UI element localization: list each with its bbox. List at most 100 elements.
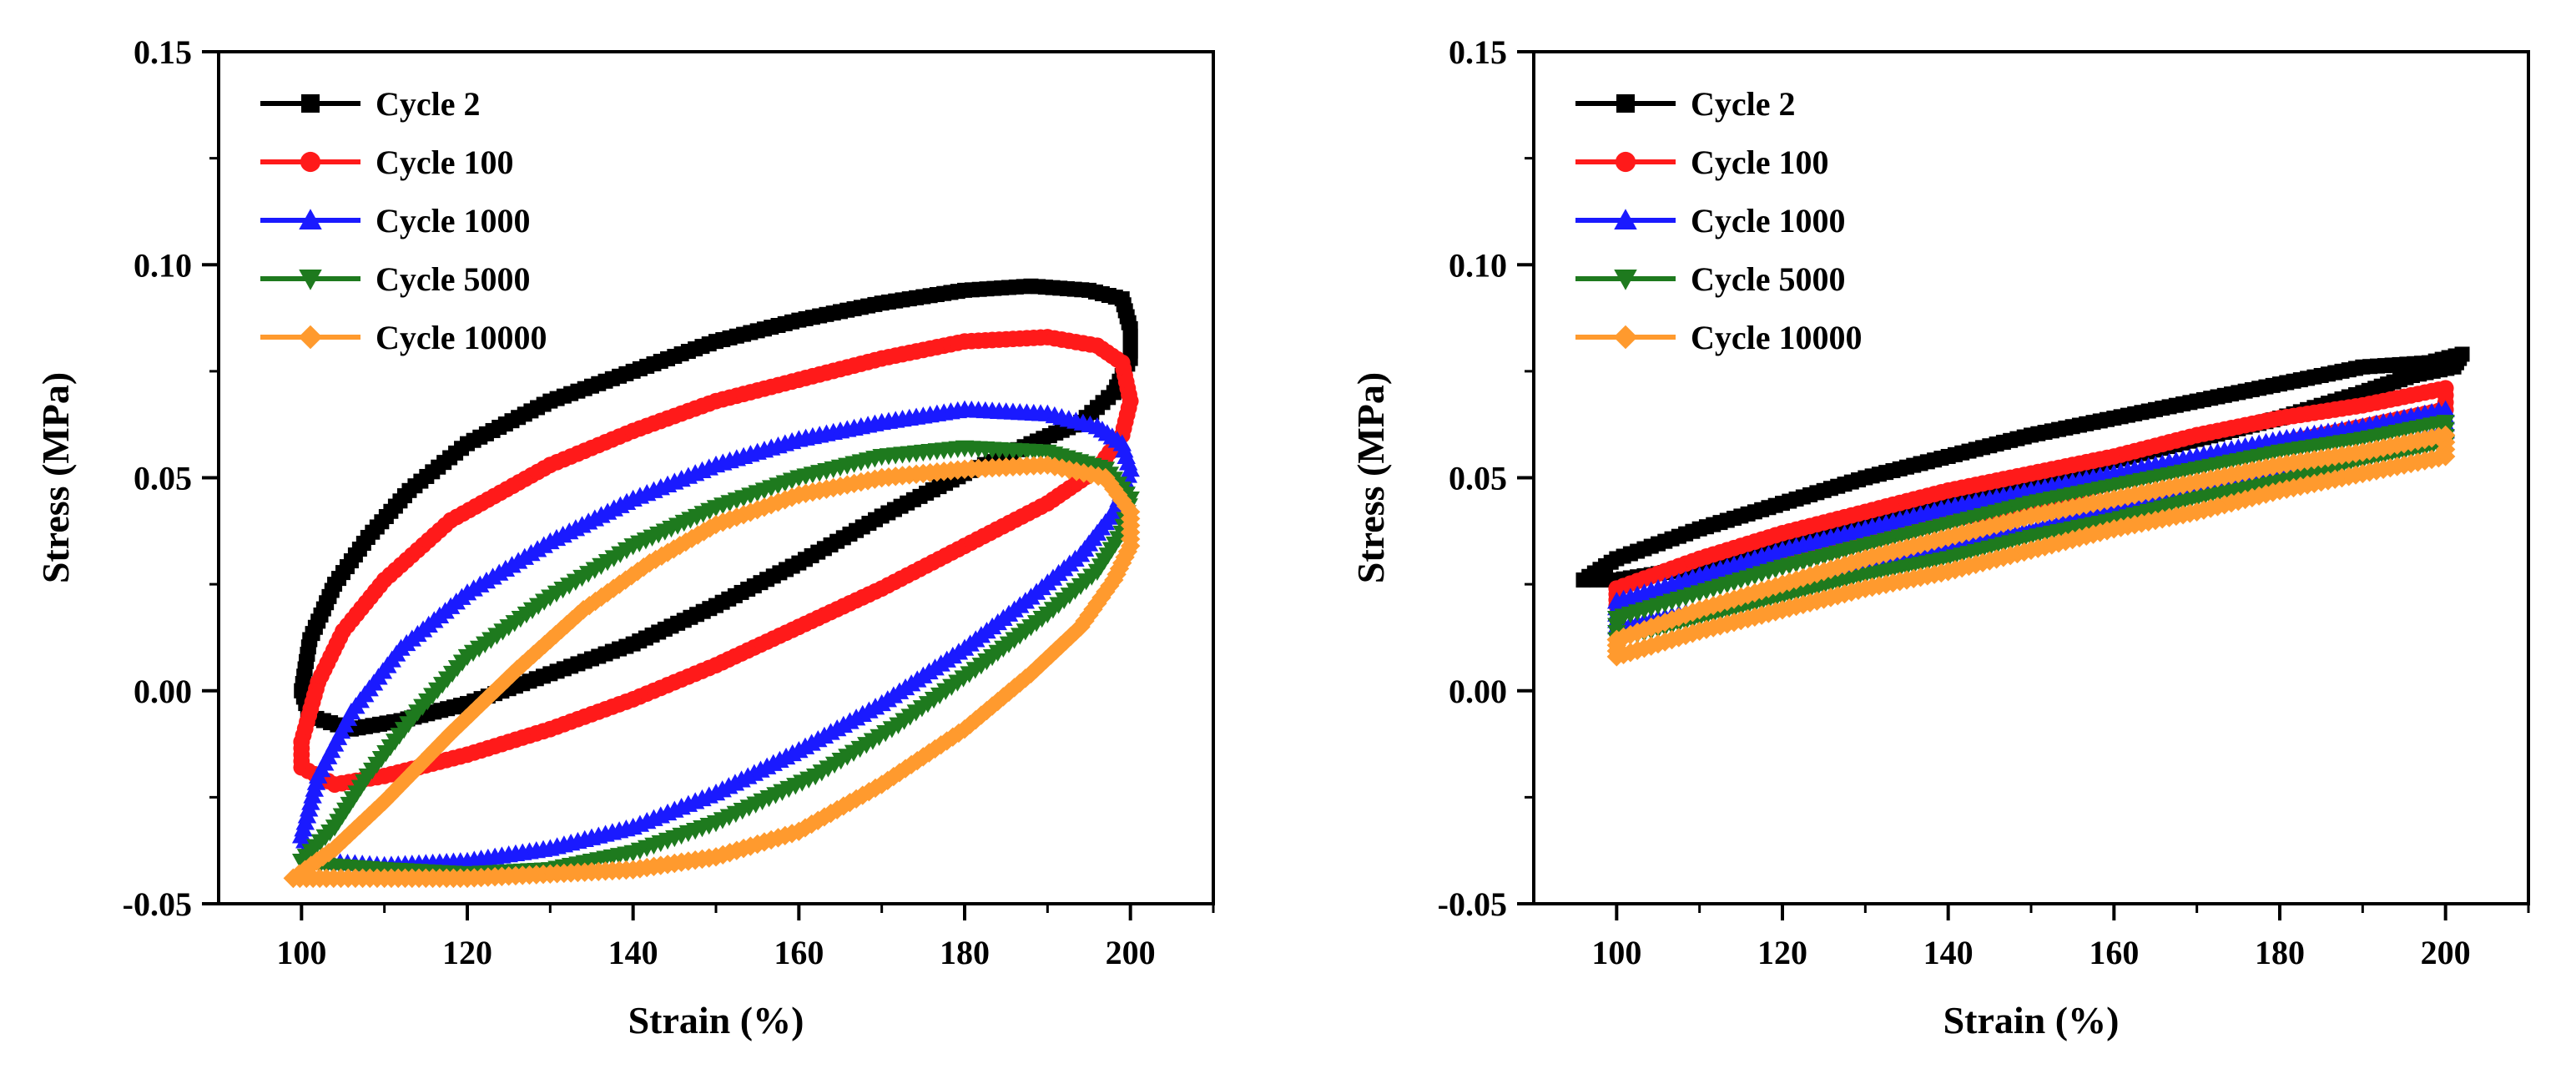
x-tick-label: 160 xyxy=(2089,934,2139,971)
data-point xyxy=(1608,580,1626,598)
legend-label: Cycle 2 xyxy=(376,85,481,123)
legend: Cycle 2 Cycle 100 Cycle 1000 Cycle 5000 Cycl… xyxy=(260,85,547,356)
data-point xyxy=(955,719,975,739)
data-point xyxy=(1079,605,1099,625)
data-point xyxy=(400,765,420,785)
data-point xyxy=(395,770,415,791)
data-point xyxy=(949,723,969,744)
data-point xyxy=(486,679,507,699)
legend-marker xyxy=(1614,270,1637,290)
data-point xyxy=(471,693,492,714)
legend-marker xyxy=(298,325,323,350)
x-tick-label: 180 xyxy=(2255,934,2305,971)
legend-item: Cycle 2 xyxy=(1575,85,1796,123)
legend-item: Cycle 1000 xyxy=(260,202,531,240)
data-point xyxy=(895,759,915,779)
legend-label: Cycle 2 xyxy=(1691,85,1796,123)
data-point xyxy=(834,796,854,816)
legend-marker xyxy=(301,94,320,113)
data-point xyxy=(976,700,997,721)
y-tick-label: -0.05 xyxy=(123,885,192,923)
series-cycle-10000 xyxy=(1606,425,2456,667)
data-point xyxy=(971,705,991,725)
data-point xyxy=(535,634,555,655)
y-tick-label: 0.10 xyxy=(1449,246,1507,284)
data-point xyxy=(415,749,436,769)
y-tick-label: 0.15 xyxy=(1449,33,1507,71)
x-tick-label: 180 xyxy=(940,934,990,971)
legend-label: Cycle 5000 xyxy=(376,260,531,298)
data-point xyxy=(1104,479,1124,499)
legend-marker xyxy=(299,270,322,290)
data-point xyxy=(801,814,822,835)
data-point xyxy=(859,781,880,802)
data-point xyxy=(319,843,339,863)
x-tick-label: 140 xyxy=(608,934,658,971)
legend-item: Cycle 5000 xyxy=(1575,260,1846,298)
data-point xyxy=(901,754,921,775)
y-tick-label: 0.00 xyxy=(1449,673,1507,710)
data-point xyxy=(529,639,549,660)
x-axis-title: Strain (%) xyxy=(1943,999,2120,1041)
data-point xyxy=(890,763,910,783)
data-point xyxy=(497,669,517,689)
series-cycle-10000 xyxy=(283,455,1141,889)
data-point xyxy=(846,789,866,809)
legend-label: Cycle 100 xyxy=(1691,144,1829,181)
legend-item: Cycle 2 xyxy=(260,85,481,123)
data-point xyxy=(1117,496,1137,517)
data-point xyxy=(426,739,446,759)
data-point xyxy=(507,659,527,679)
data-point xyxy=(410,754,431,775)
x-axis-title: Strain (%) xyxy=(628,999,804,1041)
x-tick-label: 160 xyxy=(774,934,824,971)
legend-item: Cycle 100 xyxy=(1575,144,1829,181)
data-point xyxy=(1096,582,1116,602)
data-point xyxy=(982,696,1002,716)
data-point xyxy=(827,799,847,819)
data-point xyxy=(492,674,512,694)
y-axis-title: Stress (MPa) xyxy=(1349,372,1392,583)
data-point xyxy=(446,719,466,739)
data-point xyxy=(988,691,1008,712)
legend-marker xyxy=(1616,94,1635,113)
data-point xyxy=(441,724,461,744)
data-point xyxy=(925,739,945,759)
data-point xyxy=(562,609,582,630)
legend-marker xyxy=(1613,325,1638,350)
data-point xyxy=(1606,629,1627,650)
data-point xyxy=(1112,491,1132,511)
data-point xyxy=(1021,663,1041,684)
data-point xyxy=(884,766,904,787)
data-point xyxy=(294,683,310,698)
data-point xyxy=(283,868,304,889)
legend-marker xyxy=(300,151,321,173)
y-axis-title: Stress (MPa) xyxy=(34,372,77,583)
y-tick-label: 0.05 xyxy=(1449,460,1507,497)
data-point xyxy=(292,853,311,871)
y-tick-label: 0.00 xyxy=(134,673,192,710)
legend-marker xyxy=(299,209,322,229)
series-cycle-5000 xyxy=(292,440,1140,884)
data-point xyxy=(431,734,451,754)
data-point xyxy=(993,687,1014,707)
data-point xyxy=(878,770,898,791)
y-tick-label: 0.15 xyxy=(134,33,192,71)
x-tick-label: 120 xyxy=(442,934,492,971)
data-point xyxy=(551,619,572,640)
chart-panel-1: 100 120 140 160 180 200 -0.05 0.00 0.05 0.10 0.15 S… xyxy=(34,33,1215,1041)
data-point xyxy=(557,614,577,635)
data-point xyxy=(518,649,538,670)
data-point xyxy=(907,750,927,771)
data-point xyxy=(943,727,963,747)
x-tick-label: 200 xyxy=(2421,934,2471,971)
legend-item: Cycle 10000 xyxy=(1575,319,1863,356)
legend-label: Cycle 5000 xyxy=(1691,260,1846,298)
data-point xyxy=(293,734,310,750)
data-point xyxy=(1108,485,1128,505)
data-point xyxy=(390,775,410,796)
legend-item: Cycle 1000 xyxy=(1575,202,1846,240)
chart-panel-2: 100 120 140 160 180 200 -0.05 0.00 0.05 0.10 0.15 S… xyxy=(1349,33,2530,1041)
legend-label: Cycle 10000 xyxy=(1691,319,1863,356)
